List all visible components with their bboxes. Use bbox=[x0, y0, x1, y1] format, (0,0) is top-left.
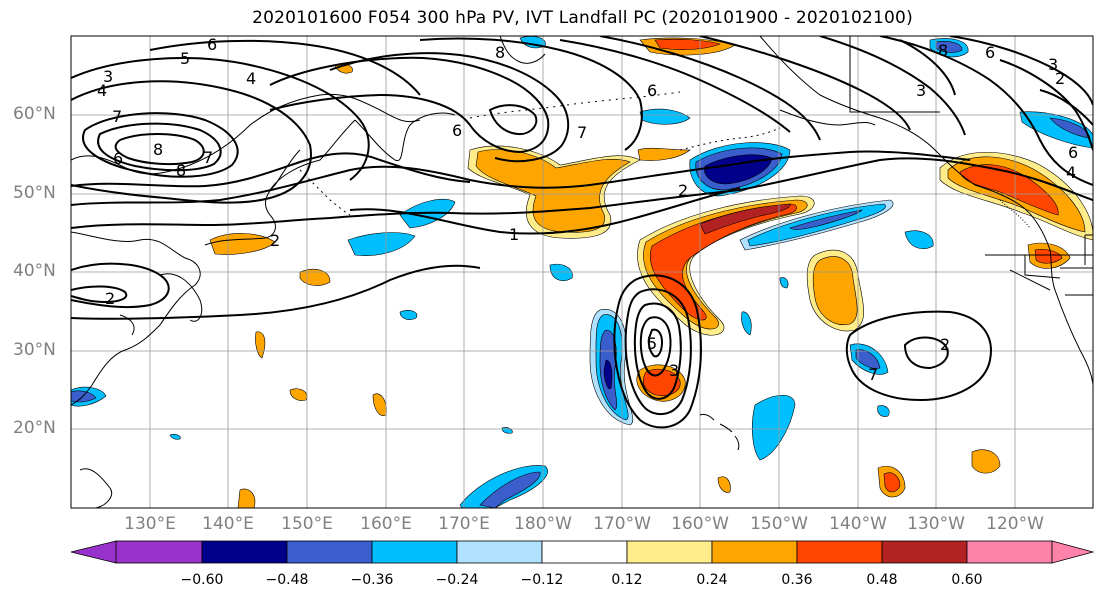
pv-contours bbox=[71, 36, 1093, 429]
contour-label: 3 bbox=[1048, 55, 1058, 74]
colorbar-tick: 0.24 bbox=[696, 572, 728, 588]
colorbar-tick: −0.24 bbox=[435, 572, 479, 588]
shading-positive bbox=[209, 37, 1093, 508]
contour-label: 6 bbox=[1068, 143, 1078, 162]
contour-label: 4 bbox=[97, 81, 107, 100]
lon-label-160e: 160°E bbox=[360, 514, 412, 534]
contour-label: 3 bbox=[103, 67, 113, 86]
contour-label: 2 bbox=[940, 335, 950, 354]
colorbar-tick: 0.36 bbox=[781, 572, 813, 588]
colorbar-tick: −0.48 bbox=[265, 572, 309, 588]
contour-label: 7 bbox=[203, 148, 213, 167]
contour-label: 6 bbox=[452, 121, 462, 140]
lon-label-150w: 150°W bbox=[750, 514, 808, 534]
contour-label: 3 bbox=[916, 81, 926, 100]
contour-label: 6 bbox=[647, 81, 657, 100]
contour-labels: 3 4 5 6 7 8 6 8 7 4 6 8 7 6 2 1 2 5 3 2 … bbox=[97, 35, 1078, 384]
contour-label: 8 bbox=[153, 140, 163, 159]
lat-label-40n: 40°N bbox=[13, 261, 56, 281]
lat-label-20n: 20°N bbox=[13, 418, 56, 438]
contour-label: 8 bbox=[938, 41, 948, 60]
coastlines bbox=[71, 36, 1093, 508]
contour-label: 6 bbox=[113, 149, 123, 168]
lat-label-50n: 50°N bbox=[13, 183, 56, 203]
lon-label-170e: 170°E bbox=[438, 514, 490, 534]
contour-label: 7 bbox=[577, 123, 587, 142]
lon-label-160w: 160°W bbox=[671, 514, 729, 534]
contour-label: 2 bbox=[678, 181, 688, 200]
contour-label: 2 bbox=[270, 231, 280, 250]
contour-label: 7 bbox=[868, 365, 878, 384]
contour-label: 6 bbox=[207, 35, 217, 54]
colorbar-extend-low bbox=[70, 540, 117, 564]
lon-label-140w: 140°W bbox=[829, 514, 887, 534]
contour-label: 4 bbox=[1066, 163, 1076, 182]
lon-label-130w: 130°W bbox=[907, 514, 965, 534]
contour-label: 1 bbox=[509, 225, 519, 244]
contour-label: 4 bbox=[246, 69, 256, 88]
map-title: 2020101600 F054 300 hPa PV, IVT Landfall… bbox=[252, 8, 913, 28]
colorbar-tick: 0.12 bbox=[611, 572, 643, 588]
contour-label: 2 bbox=[105, 289, 115, 308]
colorbar-tick: −0.36 bbox=[350, 572, 394, 588]
colorbar-tick: 0.60 bbox=[951, 572, 983, 588]
colorbar bbox=[70, 540, 1095, 564]
contour-label: 5 bbox=[647, 334, 657, 353]
contour-label: 5 bbox=[180, 49, 190, 68]
lon-label-180w: 180°W bbox=[514, 514, 572, 534]
graticule bbox=[71, 36, 1093, 508]
colorbar-extend-high bbox=[1051, 540, 1095, 564]
lon-label-170w: 170°W bbox=[593, 514, 651, 534]
lon-label-140e: 140°E bbox=[202, 514, 254, 534]
colorbar-tick: −0.60 bbox=[180, 572, 224, 588]
lon-label-150e: 150°E bbox=[281, 514, 333, 534]
colorbar-tick: −0.12 bbox=[520, 572, 564, 588]
lat-label-60n: 60°N bbox=[13, 104, 56, 124]
contour-label: 3 bbox=[669, 361, 679, 380]
lon-label-120w: 120°W bbox=[986, 514, 1044, 534]
lat-label-30n: 30°N bbox=[13, 340, 56, 360]
contour-label: 7 bbox=[112, 107, 122, 126]
contour-label: 6 bbox=[985, 43, 995, 62]
contour-label: 8 bbox=[495, 43, 505, 62]
colorbar-tick: 0.48 bbox=[866, 572, 898, 588]
contour-label: 2 bbox=[1055, 69, 1065, 88]
lon-label-130e: 130°E bbox=[124, 514, 176, 534]
contour-label: 8 bbox=[176, 161, 186, 180]
